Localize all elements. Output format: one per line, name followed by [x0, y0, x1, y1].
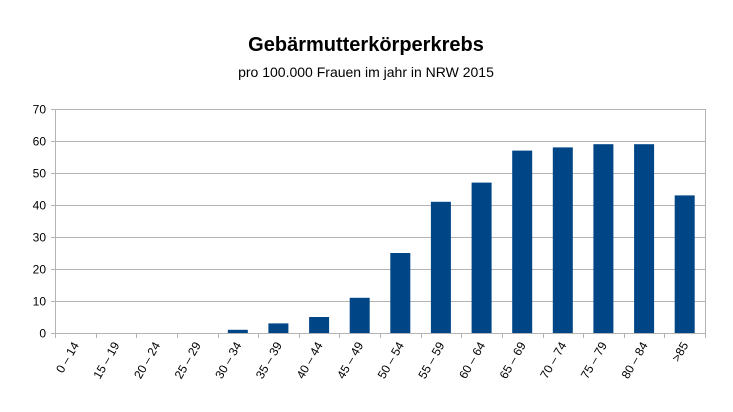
- chart-subtitle: pro 100.000 Frauen im jahr in NRW 2015: [238, 64, 494, 80]
- x-tick-label: >85: [669, 339, 691, 364]
- bar: [227, 329, 248, 333]
- x-tick-label: 45 – 49: [334, 339, 366, 381]
- x-tick-label: 15 – 19: [90, 339, 122, 381]
- bar: [593, 144, 614, 333]
- bar: [309, 317, 330, 333]
- x-tick-label: 30 – 34: [212, 339, 244, 381]
- x-tick-label: 65 – 69: [497, 339, 529, 381]
- bar: [552, 147, 573, 333]
- y-tick-label: 10: [33, 295, 47, 309]
- y-tick-label: 50: [33, 167, 47, 181]
- x-tick-label: 80 – 84: [619, 339, 651, 381]
- bar: [390, 253, 411, 333]
- x-tick-label: 55 – 59: [415, 339, 447, 381]
- y-tick-label: 0: [39, 327, 46, 341]
- x-tick-label: 25 – 29: [172, 339, 204, 381]
- y-tick-label: 20: [33, 263, 47, 277]
- x-tick-label: 0 – 14: [53, 339, 82, 375]
- bar: [268, 323, 289, 333]
- y-tick-label: 60: [33, 135, 47, 149]
- chart-title: Gebärmutterkörperkrebs: [248, 34, 484, 56]
- bar: [512, 150, 533, 333]
- bar: [430, 201, 451, 333]
- bar: [634, 144, 655, 333]
- x-tick-label: 50 – 54: [375, 339, 407, 381]
- x-tick-label: 60 – 64: [456, 339, 488, 381]
- y-tick-label: 40: [33, 199, 47, 213]
- x-tick-label: 40 – 44: [294, 339, 326, 381]
- bar: [471, 182, 492, 333]
- y-tick-label: 70: [33, 103, 47, 117]
- x-tick-label: 20 – 24: [131, 339, 163, 381]
- x-tick-label: 35 – 39: [253, 339, 285, 381]
- x-tick-label: 70 – 74: [537, 339, 569, 381]
- y-tick-label: 30: [33, 231, 47, 245]
- x-tick-label: 75 – 79: [578, 339, 610, 381]
- bar: [349, 297, 370, 333]
- plot-area: 0 10 20 30 40 50 60 70 0 – 14 15 – 19 20 – 24 25 – …: [33, 103, 706, 381]
- bar: [674, 195, 695, 333]
